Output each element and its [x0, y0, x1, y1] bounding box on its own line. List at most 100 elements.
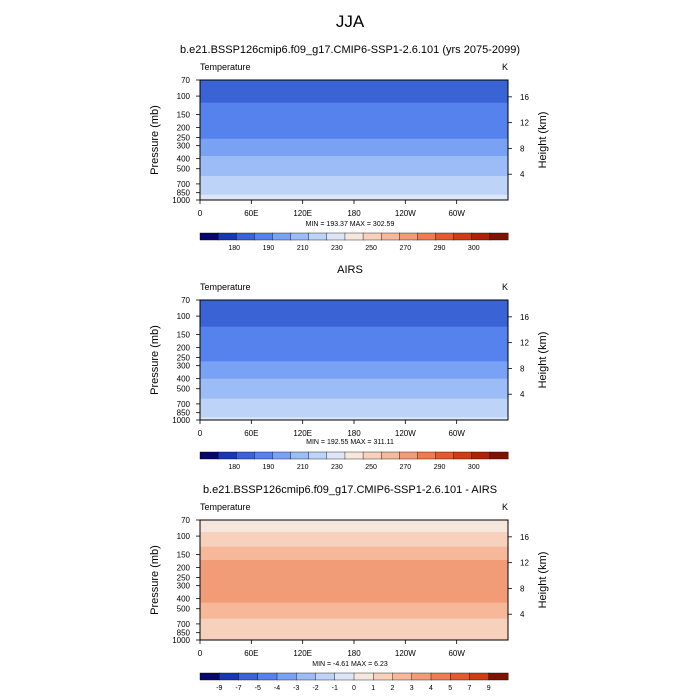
field-band	[200, 576, 508, 578]
field-band	[200, 592, 508, 594]
field-band	[200, 342, 508, 345]
field-band	[200, 524, 508, 526]
field-band	[200, 401, 508, 404]
field-band	[200, 540, 508, 542]
field-band	[200, 349, 508, 352]
stats-text: MIN = 192.55 MAX = 311.11	[306, 439, 394, 446]
field-band	[200, 537, 508, 540]
colorbar-swatch	[489, 232, 509, 241]
field-band	[200, 366, 508, 369]
field-band	[200, 334, 508, 337]
field-band	[200, 397, 508, 400]
field-band	[200, 117, 508, 120]
field-band	[200, 584, 508, 586]
field-band	[200, 356, 508, 358]
field-band	[200, 160, 508, 162]
field-band	[200, 528, 508, 530]
field-band	[200, 185, 508, 188]
field-band	[200, 181, 508, 184]
right-axis-label: Height (km)	[537, 552, 549, 609]
y-tick-label: 70	[181, 516, 190, 525]
field-band	[200, 338, 508, 341]
colorbar-swatch	[380, 232, 400, 241]
field-band	[200, 546, 508, 549]
field-band	[200, 304, 508, 306]
colorbar-swatch	[450, 672, 470, 681]
colorbar-label: 2	[391, 685, 395, 692]
colorbar-swatch	[257, 672, 278, 681]
x-tick-label: 180	[347, 429, 361, 438]
y-tick-label: 700	[177, 400, 191, 409]
y-tick-label: 200	[177, 343, 191, 352]
field-band	[200, 360, 508, 362]
field-band	[200, 533, 508, 536]
colorbar-swatch	[435, 451, 455, 460]
colorbar-label: 5	[448, 685, 452, 692]
field-band	[200, 96, 508, 98]
field-band	[200, 361, 508, 364]
field-band	[200, 625, 508, 628]
x-tick-label: 60W	[448, 649, 465, 658]
field-band	[200, 529, 508, 532]
field-band	[200, 414, 508, 417]
field-band	[200, 617, 508, 620]
field-band	[200, 402, 508, 405]
colorbar-swatch	[290, 232, 310, 241]
panel-title: b.e21.BSSP126cmip6.f09_g17.CMIP6-SSP1-2.…	[180, 44, 520, 56]
field-band	[200, 149, 508, 152]
colorbar-label: 290	[434, 245, 446, 252]
field-band	[200, 306, 508, 309]
field-band	[200, 169, 508, 172]
colorbar-label: -3	[293, 685, 299, 692]
field-band	[200, 602, 508, 605]
y-tick-label: 500	[177, 605, 191, 614]
field-band	[200, 97, 508, 100]
field-band	[200, 390, 508, 393]
field-band	[200, 637, 508, 640]
y-tick-label: 1000	[172, 416, 190, 425]
field-band	[200, 372, 508, 374]
colorbar-label: 290	[434, 464, 446, 471]
colorbar-swatch	[453, 451, 473, 460]
field-band	[200, 569, 508, 572]
colorbar-swatch	[373, 672, 393, 681]
colorbar-label: -5	[255, 685, 261, 692]
colorbar-swatch	[199, 451, 219, 460]
field-band	[200, 365, 508, 368]
field-band	[200, 544, 508, 546]
field-band	[200, 384, 508, 386]
field-band	[200, 613, 508, 616]
field-band	[200, 580, 508, 582]
field-band	[200, 413, 508, 416]
field-band	[200, 145, 508, 148]
y-tick-label: 400	[177, 595, 191, 604]
field-band	[200, 398, 508, 401]
y-tick-label: 300	[177, 582, 191, 591]
field-band	[200, 113, 508, 116]
field-band	[200, 622, 508, 625]
field-band	[200, 566, 508, 569]
stats-text: MIN = 193.37 MAX = 302.59	[306, 221, 395, 228]
field-band	[200, 88, 508, 90]
field-band	[200, 556, 508, 558]
x-tick-label: 120E	[293, 429, 312, 438]
field-band	[200, 110, 508, 113]
field-band	[200, 309, 508, 312]
y-tick-label: 700	[177, 180, 191, 189]
panel-1: b.e21.BSSP126cmip6.f09_g17.CMIP6-SSP1-2.…	[149, 44, 549, 252]
field-band	[200, 348, 508, 350]
field-band	[200, 589, 508, 592]
field-band	[200, 150, 508, 153]
field-band	[200, 193, 508, 196]
field-band	[200, 376, 508, 378]
field-band	[200, 138, 508, 141]
field-band	[200, 594, 508, 597]
field-band	[200, 522, 508, 525]
y-tick-label: 700	[177, 620, 191, 629]
field-band	[200, 549, 508, 552]
field-band	[200, 197, 508, 200]
y-axis-label: Pressure (mb)	[149, 545, 161, 615]
field-band	[200, 378, 508, 381]
field-band	[200, 574, 508, 577]
